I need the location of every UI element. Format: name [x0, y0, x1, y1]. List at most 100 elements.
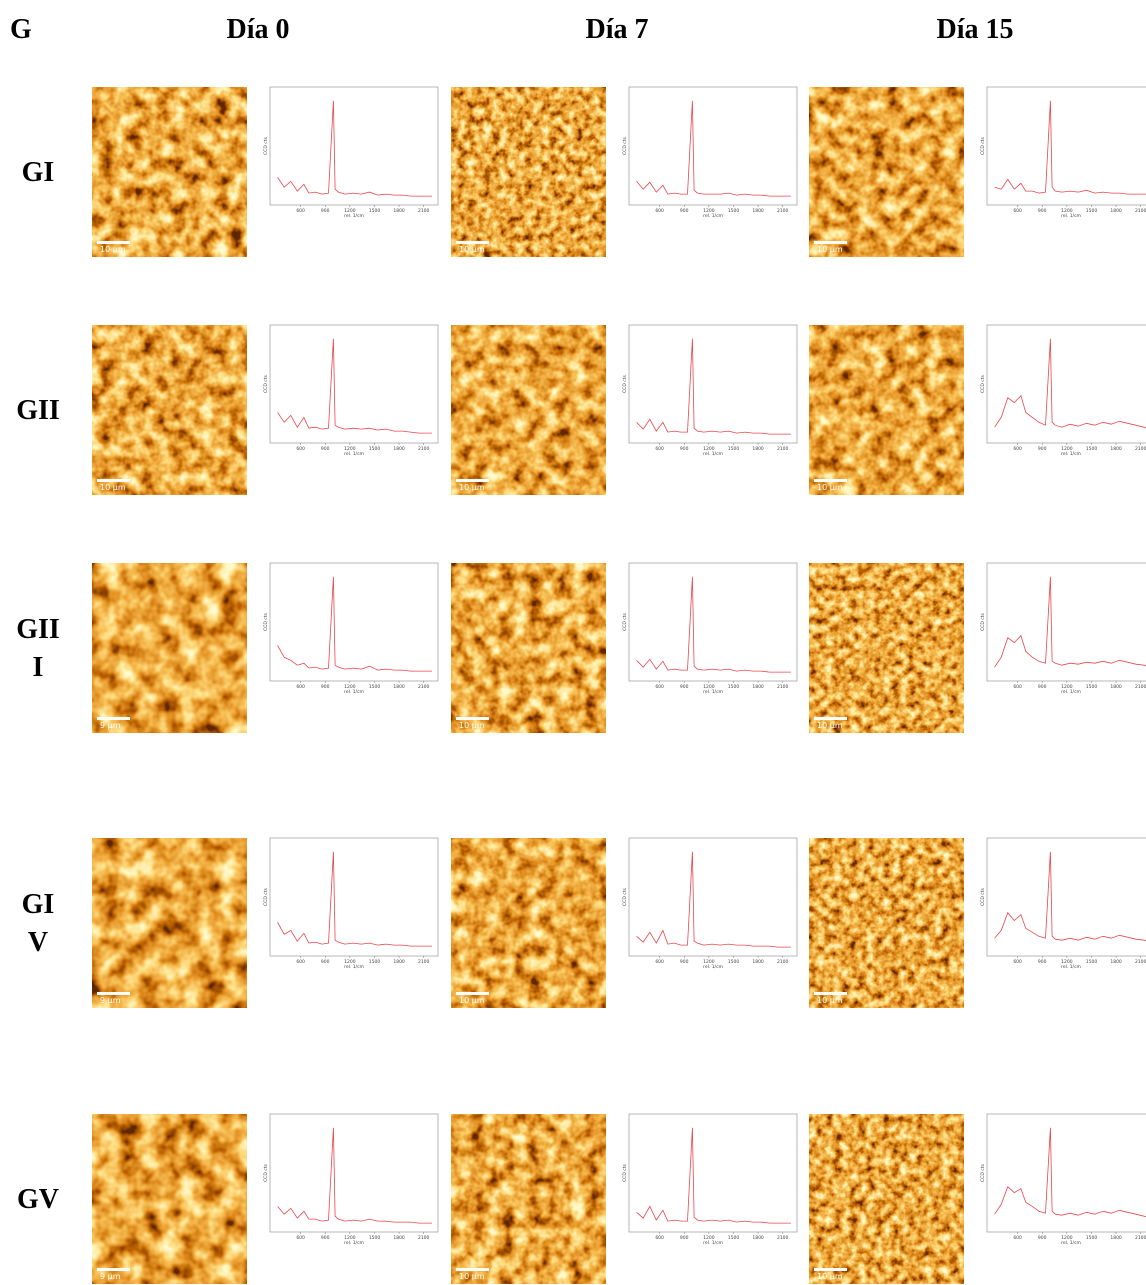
figure-page: G Día 0Día 7Día 1510 µm60090012001500180…	[0, 0, 1146, 1284]
x-axis-label: rel. 1/cm	[1061, 451, 1081, 457]
figure: G Día 0Día 7Día 1510 µm60090012001500180…	[0, 0, 1146, 1284]
x-tick-label: 1800	[752, 446, 764, 452]
x-tick-label: 900	[680, 684, 689, 690]
scale-bar	[814, 479, 847, 482]
scale-bar	[814, 241, 847, 244]
plot-frame	[987, 838, 1146, 956]
micrograph	[809, 1114, 964, 1284]
x-tick-label: 600	[296, 684, 305, 690]
row-label: GI	[14, 154, 62, 192]
column-header: Día 15	[937, 14, 1014, 45]
x-tick-label: 1800	[752, 208, 764, 214]
corner-label: G	[10, 14, 32, 45]
x-tick-label: 600	[655, 959, 664, 965]
x-axis-label: rel. 1/cm	[344, 451, 364, 457]
x-tick-label: 900	[680, 959, 689, 965]
micrograph	[451, 838, 606, 1008]
column-header: Día 0	[227, 14, 290, 45]
x-tick-label: 1800	[752, 684, 764, 690]
scale-bar-label: 10 µm	[459, 996, 485, 1005]
x-tick-label: 900	[321, 1235, 330, 1241]
x-tick-label: 600	[1013, 446, 1022, 452]
row-label: GIII	[14, 611, 62, 687]
x-tick-label: 600	[655, 208, 664, 214]
x-tick-label: 2100	[1135, 208, 1146, 214]
x-axis-label: rel. 1/cm	[1061, 689, 1081, 695]
scale-bar	[814, 1268, 847, 1271]
y-axis-label: CCD cts	[622, 1163, 628, 1181]
x-tick-label: 1500	[728, 208, 740, 214]
x-tick-label: 600	[655, 446, 664, 452]
micrograph	[809, 87, 964, 257]
scale-bar-label: 9 µm	[100, 721, 121, 730]
y-axis-label: CCD cts	[263, 374, 269, 392]
plot-frame	[629, 87, 797, 205]
row-label: GV	[14, 1181, 62, 1219]
scale-bar-label: 10 µm	[817, 721, 843, 730]
column-header: Día 7	[586, 14, 649, 45]
x-tick-label: 2100	[418, 208, 430, 214]
x-axis-label: rel. 1/cm	[703, 213, 723, 219]
x-tick-label: 900	[321, 208, 330, 214]
x-tick-label: 900	[321, 446, 330, 452]
micrograph	[809, 563, 964, 733]
x-axis-label: rel. 1/cm	[344, 213, 364, 219]
scale-bar-label: 10 µm	[100, 245, 126, 254]
x-tick-label: 1500	[728, 446, 740, 452]
x-tick-label: 1800	[393, 959, 405, 965]
scale-bar	[456, 992, 489, 995]
x-axis-label: rel. 1/cm	[1061, 1240, 1081, 1246]
micrograph	[92, 325, 247, 495]
scale-bar-label: 10 µm	[459, 1272, 485, 1281]
micrograph	[809, 838, 964, 1008]
scale-bar-label: 10 µm	[100, 483, 126, 492]
plot-frame	[629, 563, 797, 681]
y-axis-label: CCD cts	[263, 136, 269, 154]
x-tick-label: 2100	[418, 446, 430, 452]
scale-bar-label: 10 µm	[817, 483, 843, 492]
plot-frame	[629, 1114, 797, 1232]
y-axis-label: CCD cts	[263, 1163, 269, 1181]
x-tick-label: 1500	[1086, 446, 1098, 452]
plot-frame	[270, 325, 438, 443]
x-tick-label: 1800	[1110, 959, 1122, 965]
x-tick-label: 900	[321, 959, 330, 965]
x-axis-label: rel. 1/cm	[344, 1240, 364, 1246]
x-tick-label: 2100	[1135, 959, 1146, 965]
x-tick-label: 900	[680, 1235, 689, 1241]
micrograph	[92, 838, 247, 1008]
x-axis-label: rel. 1/cm	[703, 964, 723, 970]
x-tick-label: 600	[296, 446, 305, 452]
x-tick-label: 600	[1013, 959, 1022, 965]
y-axis-label: CCD cts	[622, 612, 628, 630]
x-tick-label: 2100	[777, 446, 789, 452]
x-tick-label: 2100	[777, 1235, 789, 1241]
row-label-box: GV	[8, 1114, 68, 1285]
scale-bar	[97, 241, 130, 244]
row-label-box: GIV	[8, 838, 68, 1009]
micrograph	[92, 87, 247, 257]
scale-bar-label: 10 µm	[459, 245, 485, 254]
scale-bar	[97, 1268, 130, 1271]
x-axis-label: rel. 1/cm	[1061, 964, 1081, 970]
x-tick-label: 1800	[393, 1235, 405, 1241]
y-axis-label: CCD cts	[622, 374, 628, 392]
scale-bar-label: 10 µm	[817, 996, 843, 1005]
y-axis-label: CCD cts	[622, 136, 628, 154]
x-tick-label: 1800	[752, 1235, 764, 1241]
x-axis-label: rel. 1/cm	[1061, 213, 1081, 219]
x-tick-label: 1500	[369, 208, 381, 214]
x-tick-label: 2100	[418, 959, 430, 965]
x-tick-label: 600	[655, 684, 664, 690]
x-tick-label: 600	[1013, 1235, 1022, 1241]
x-tick-label: 900	[1038, 684, 1047, 690]
x-tick-label: 1500	[728, 1235, 740, 1241]
x-tick-label: 1500	[369, 684, 381, 690]
scale-bar-label: 9 µm	[100, 996, 121, 1005]
x-axis-label: rel. 1/cm	[703, 689, 723, 695]
x-tick-label: 2100	[777, 684, 789, 690]
x-tick-label: 2100	[777, 208, 789, 214]
scale-bar	[97, 717, 130, 720]
x-tick-label: 1800	[1110, 684, 1122, 690]
x-tick-label: 600	[296, 208, 305, 214]
